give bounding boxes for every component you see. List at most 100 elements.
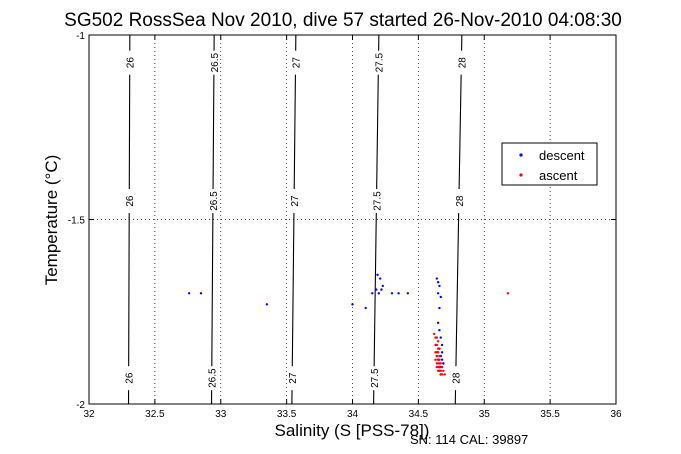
isopycnal-label-background [456,50,467,75]
descent-point [439,336,442,339]
descent-point [199,292,203,295]
ascent-point [438,347,441,350]
isopycnal-label: 26.5 [209,191,220,211]
serial-calibration-footer: SN: 114 CAL: 39897 [410,432,528,447]
isopycnal-label-background [207,189,218,214]
descent-point [381,284,385,288]
descent-point [376,273,379,277]
descent-point [440,351,444,354]
ascent-point [435,336,439,339]
descent-point [436,292,440,295]
data-points [187,273,510,376]
y-axis-label: Temperature (°C) [42,155,61,286]
isopycnal-label: 28 [457,57,468,69]
isopycnal-label-background [373,50,384,75]
ascent-point [438,358,441,361]
legend: descent ascent [501,142,598,186]
isopycnal-line [454,34,463,405]
ascent-point [434,351,437,354]
density-contours: 26 26 26 26.5 26.5 26.5 27 27 27 27.5 27.5 27.5 28 28… [123,34,468,405]
isopycnal-label: 27.5 [372,191,383,211]
descent-point [435,277,439,280]
axis-ticks: 32 32.5 33 33.5 34 34.5 35 35.5 36 -2 -1.5 -1 [68,31,622,420]
ascent-point [439,362,442,365]
descent-point [375,288,378,291]
legend-box [501,142,598,186]
descent-point [380,288,383,291]
isopycnal-label: 28 [455,195,466,207]
isopycnal-label-background [453,189,464,214]
descent-point [442,362,445,365]
descent-point [440,343,444,347]
x-tick-label: 32.5 [145,409,165,420]
ascent-point [436,362,440,365]
ascent-point [506,292,510,295]
descent-point [351,303,354,306]
x-tick-label: 33.5 [277,409,297,420]
grid-lines [88,34,617,405]
x-tick-label: 34.5 [409,409,429,420]
descent-point [265,303,269,306]
isopycnal-line [373,34,380,405]
isopycnal-label-background [371,189,382,214]
descent-point [439,295,442,299]
x-tick-label: 34 [347,409,359,420]
descent-point [390,292,394,295]
ascent-point [438,369,441,372]
y-tick-label: -2 [76,400,85,411]
descent-point [440,358,444,361]
isopycnal-label-background [208,50,219,75]
isopycnal-line [127,34,131,405]
y-tick-label: -1 [76,31,85,42]
ascent-point [443,373,446,376]
ascent-point [436,340,440,343]
ascent-point [439,373,442,376]
legend-descent-marker [519,153,523,157]
descent-point [436,281,440,284]
legend-ascent-label: ascent [539,168,578,183]
isopycnal-label: 27.5 [374,53,385,73]
isopycnal-label: 27.5 [370,368,381,388]
descent-point [187,292,191,295]
isopycnal-label-background [287,366,298,391]
x-tick-label: 35.5 [540,409,560,420]
isopycnal-label: 26.5 [208,368,219,388]
isopycnal-label: 26 [125,372,136,384]
ascent-point [435,343,439,347]
x-tick-label: 33 [215,409,227,420]
isopycnal-label-background [124,189,135,214]
ascent-point [438,354,441,358]
isopycnal-label: 26 [126,57,137,69]
isopycnal-label-background [450,366,461,391]
descent-point [371,292,374,295]
legend-ascent-marker [519,173,523,177]
ascent-point [432,332,436,336]
x-tick-label: 36 [610,409,622,420]
isopycnal-label-background [368,366,379,391]
isopycnal-label-background [289,189,300,214]
x-tick-label: 32 [83,409,95,420]
isopycnal-label-background [124,50,135,75]
ascent-point [434,358,437,361]
descent-point [364,306,367,310]
x-tick-label: 35 [479,409,491,420]
y-tick-label: -1.5 [68,216,86,227]
isopycnal-line [291,34,297,405]
isopycnal-label: 27 [290,195,301,207]
isopycnal-label: 26 [125,195,136,207]
descent-point [377,292,381,295]
ascent-point [436,351,440,354]
descent-point [438,329,441,332]
descent-point [438,284,441,288]
descent-point [378,277,382,280]
descent-point [436,321,440,325]
ascent-point [435,354,439,358]
descent-point [397,292,400,295]
isopycnal-line [210,34,215,405]
legend-descent-label: descent [539,148,585,163]
descent-point [438,306,441,310]
ascent-point [440,365,444,369]
isopycnal-label-background [123,366,134,391]
isopycnal-label-background [206,366,217,391]
